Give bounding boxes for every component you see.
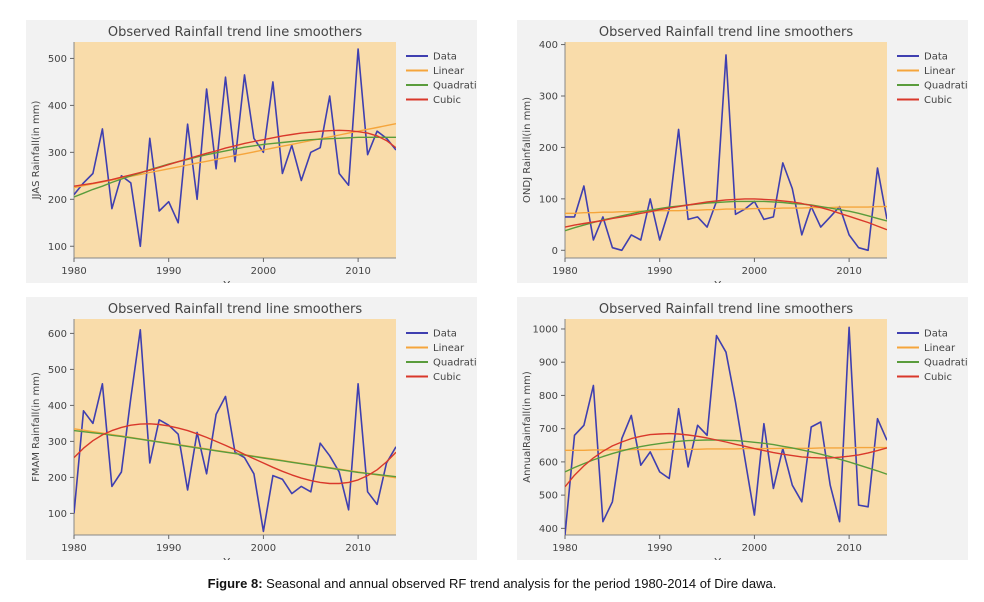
x-axis-label: Year bbox=[222, 556, 247, 560]
legend-label-data: Data bbox=[924, 329, 948, 340]
legend-label-data: Data bbox=[924, 52, 948, 63]
y-tick-label: 500 bbox=[539, 491, 558, 502]
x-tick-label: 1990 bbox=[647, 543, 672, 554]
x-tick-label: 2000 bbox=[742, 543, 767, 554]
x-tick-label: 2000 bbox=[251, 543, 276, 554]
figure-caption-label: Figure 8: bbox=[207, 576, 263, 591]
legend-label-quadratic: Quadratic bbox=[924, 81, 968, 92]
legend-label-quadratic: Quadratic bbox=[924, 358, 968, 369]
chart-ondj: Observed Rainfall trend line smoothers 0 1… bbox=[522, 25, 968, 283]
x-axis-label: Year bbox=[222, 279, 247, 283]
legend-label-linear: Linear bbox=[433, 66, 465, 77]
y-axis-label: JJAS Rainfall(in mm) bbox=[31, 100, 42, 200]
y-tick-label: 100 bbox=[48, 509, 67, 520]
y-tick-label: 1000 bbox=[533, 324, 558, 335]
series-line-quadratic bbox=[74, 136, 396, 198]
x-tick-label: 1980 bbox=[552, 543, 577, 554]
x-tick-label: 2010 bbox=[836, 543, 861, 554]
chart-panel-ondj: Observed Rainfall trend line smoothers 0 1… bbox=[517, 20, 968, 283]
y-axis-label: FMAM Rainfall(in mm) bbox=[31, 372, 42, 482]
y-tick-label: 500 bbox=[48, 54, 67, 65]
plot-area bbox=[74, 42, 396, 258]
legend-label-data: Data bbox=[433, 329, 457, 340]
y-tick-label: 800 bbox=[539, 391, 558, 402]
series-line-data bbox=[74, 328, 396, 533]
x-tick-label: 1990 bbox=[647, 266, 672, 277]
series-line-linear bbox=[565, 205, 887, 215]
series-line-cubic bbox=[74, 423, 396, 485]
chart-fmam: Observed Rainfall trend line smoothers 10… bbox=[31, 302, 477, 560]
legend-label-cubic: Cubic bbox=[433, 95, 461, 106]
legend-label-linear: Linear bbox=[924, 66, 956, 77]
x-tick-label: 1980 bbox=[61, 266, 86, 277]
y-tick-label: 400 bbox=[48, 401, 67, 412]
series-line-cubic bbox=[74, 129, 396, 187]
legend-label-linear: Linear bbox=[433, 343, 465, 354]
y-tick-label: 100 bbox=[539, 194, 558, 205]
y-tick-label: 300 bbox=[48, 148, 67, 159]
figure-caption-text: Seasonal and annual observed RF trend an… bbox=[262, 576, 777, 591]
y-axis-label: ONDJ Rainfall(in mm) bbox=[522, 97, 533, 203]
y-tick-label: 700 bbox=[539, 424, 558, 435]
y-tick-label: 500 bbox=[48, 365, 67, 376]
series-line-data bbox=[565, 54, 887, 252]
legend-label-cubic: Cubic bbox=[924, 372, 952, 383]
y-tick-label: 100 bbox=[48, 242, 67, 253]
x-tick-label: 1990 bbox=[156, 266, 181, 277]
y-tick-label: 400 bbox=[48, 101, 67, 112]
chart-annual: Observed Rainfall trend line smoothers 40… bbox=[522, 302, 968, 560]
x-tick-label: 1990 bbox=[156, 543, 181, 554]
y-tick-label: 200 bbox=[48, 473, 67, 484]
plot-area bbox=[565, 42, 887, 258]
x-tick-label: 1980 bbox=[61, 543, 86, 554]
y-tick-label: 600 bbox=[48, 329, 67, 340]
x-tick-label: 2010 bbox=[836, 266, 861, 277]
legend-label-cubic: Cubic bbox=[924, 95, 952, 106]
series-line-cubic bbox=[565, 432, 887, 488]
legend-label-cubic: Cubic bbox=[433, 372, 461, 383]
chart-panel-annual: Observed Rainfall trend line smoothers 40… bbox=[517, 297, 968, 560]
legend-label-quadratic: Quadratic bbox=[433, 81, 477, 92]
legend-label-quadratic: Quadratic bbox=[433, 358, 477, 369]
legend-label-data: Data bbox=[433, 52, 457, 63]
x-tick-label: 2010 bbox=[345, 543, 370, 554]
x-tick-label: 1980 bbox=[552, 266, 577, 277]
series-line-cubic bbox=[565, 198, 887, 231]
series-line-data bbox=[565, 326, 887, 535]
y-tick-label: 400 bbox=[539, 40, 558, 51]
figure-caption: Figure 8: Seasonal and annual observed R… bbox=[0, 576, 984, 591]
series-line-quadratic bbox=[74, 429, 396, 478]
series-line-data bbox=[74, 48, 396, 248]
x-tick-label: 2000 bbox=[742, 266, 767, 277]
y-axis-label: AnnualRainfall(in mm) bbox=[522, 371, 533, 483]
y-tick-label: 300 bbox=[48, 437, 67, 448]
y-tick-label: 300 bbox=[539, 92, 558, 103]
y-tick-label: 400 bbox=[539, 524, 558, 535]
series-line-quadratic bbox=[565, 200, 887, 232]
chart-title: Observed Rainfall trend line smoothers bbox=[599, 302, 854, 317]
series-line-linear bbox=[565, 446, 887, 452]
x-axis-label: Year bbox=[713, 279, 738, 283]
x-axis-label: Year bbox=[713, 556, 738, 560]
chart-panel-fmam: Observed Rainfall trend line smoothers 10… bbox=[26, 297, 477, 560]
y-tick-label: 600 bbox=[539, 457, 558, 468]
chart-title: Observed Rainfall trend line smoothers bbox=[599, 25, 854, 40]
x-tick-label: 2000 bbox=[251, 266, 276, 277]
y-tick-label: 0 bbox=[552, 246, 558, 257]
x-tick-label: 2010 bbox=[345, 266, 370, 277]
chart-title: Observed Rainfall trend line smoothers bbox=[108, 25, 363, 40]
y-tick-label: 200 bbox=[48, 195, 67, 206]
chart-jjas: Observed Rainfall trend line smoothers 10… bbox=[31, 25, 477, 283]
chart-title: Observed Rainfall trend line smoothers bbox=[108, 302, 363, 317]
legend-label-linear: Linear bbox=[924, 343, 956, 354]
y-tick-label: 900 bbox=[539, 358, 558, 369]
y-tick-label: 200 bbox=[539, 143, 558, 154]
chart-panel-jjas: Observed Rainfall trend line smoothers 10… bbox=[26, 20, 477, 283]
